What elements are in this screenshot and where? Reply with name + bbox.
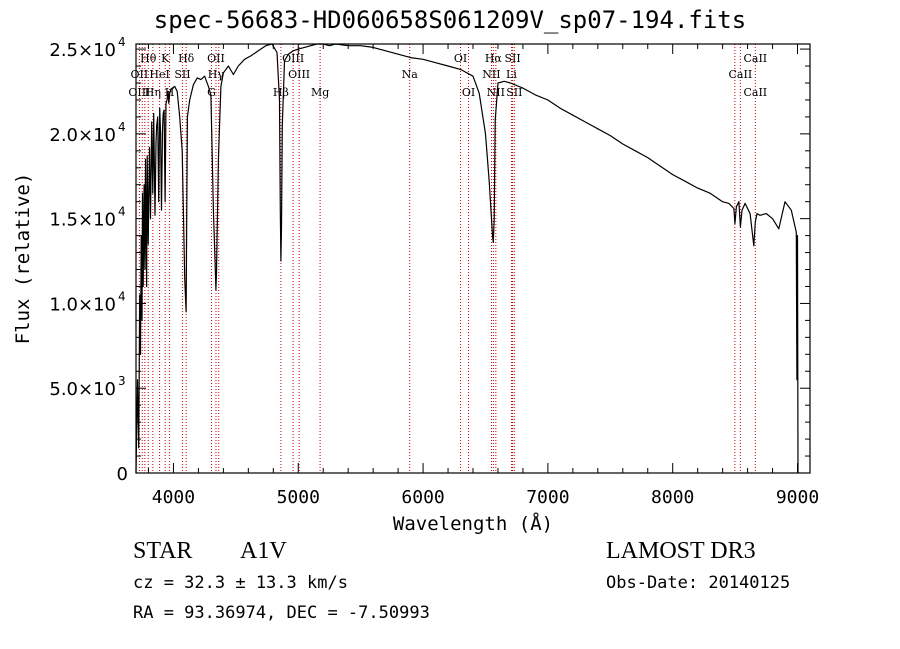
- line-label: Hα: [485, 52, 503, 65]
- y-tick-exponent: 4: [118, 120, 126, 134]
- y-tick-label: 2.5×10: [49, 40, 116, 61]
- x-axis-label: Wavelength (Å): [393, 512, 553, 535]
- object-subclass: A1V: [240, 538, 287, 564]
- line-label: OII: [131, 68, 149, 81]
- line-label: SII: [504, 52, 520, 65]
- chart-title: spec-56683-HD060658S061209V_sp07-194.fit…: [153, 6, 747, 34]
- object-class: STAR: [133, 538, 193, 564]
- line-label: Na: [402, 68, 419, 81]
- y-tick-label: 1.0×10: [49, 294, 116, 315]
- line-label: OII: [207, 52, 225, 65]
- y-tick-label: 1.5×10: [49, 210, 116, 231]
- line-label: G: [207, 86, 216, 99]
- observation-date: Obs-Date: 20140125: [606, 573, 791, 593]
- line-label: SII: [174, 68, 190, 81]
- line-label: K: [161, 52, 170, 65]
- line-label: Hγ: [208, 68, 225, 81]
- x-tick-label: 7000: [526, 487, 569, 508]
- line-label: OI: [454, 52, 467, 65]
- y-tick-exponent: 4: [118, 289, 126, 303]
- ra-dec-coordinates: RA = 93.36974, DEC = -7.50993: [133, 603, 430, 623]
- y-axis: 05.0×10 31.0×10 41.5×10 42.0×10 42.5×10 4Flux…: [12, 35, 810, 485]
- line-label: CaII: [743, 86, 767, 99]
- line-label: SII: [506, 86, 522, 99]
- line-label: NII: [487, 86, 505, 99]
- y-axis-label: Flux (relative): [12, 173, 34, 345]
- line-label: Hθ: [140, 52, 157, 65]
- y-tick-exponent: 4: [118, 205, 126, 219]
- survey-name: LAMOST DR3: [606, 538, 756, 564]
- y-tick-label: 5.0×10: [49, 379, 116, 400]
- line-label: OIII: [128, 86, 150, 99]
- x-tick-label: 4000: [152, 487, 195, 508]
- line-label: Hβ: [273, 86, 289, 99]
- line-label: Hδ: [178, 52, 195, 65]
- y-tick-exponent: 4: [118, 35, 126, 49]
- line-label: HeI: [149, 68, 169, 81]
- x-tick-label: 8000: [651, 487, 694, 508]
- x-axis: 4000 5000 6000 7000 8000 9000 Wavelength (Å): [147, 44, 819, 535]
- line-label: OI: [462, 86, 475, 99]
- spectrum-line: [135, 43, 799, 474]
- line-label: H: [165, 86, 175, 99]
- line-label: OIII: [282, 52, 304, 65]
- line-label: CaII: [729, 68, 753, 81]
- line-label: OIII: [288, 68, 310, 81]
- line-label: Li: [506, 68, 517, 81]
- line-label: Hη: [145, 86, 161, 99]
- x-tick-label: 6000: [401, 487, 444, 508]
- y-tick-label: 2.0×10: [49, 125, 116, 146]
- redshift-velocity: cz = 32.3 ± 13.3 km/s: [133, 573, 348, 593]
- y-tick-label: 0: [117, 464, 128, 485]
- line-label: Mg: [311, 86, 329, 99]
- x-tick-label: 9000: [776, 487, 819, 508]
- x-tick-label: 5000: [277, 487, 320, 508]
- line-label: NII: [482, 68, 500, 81]
- line-label: CaII: [743, 52, 767, 65]
- y-tick-exponent: 3: [118, 374, 126, 388]
- line-marker-group: [138, 44, 756, 473]
- plot-frame: [135, 43, 811, 474]
